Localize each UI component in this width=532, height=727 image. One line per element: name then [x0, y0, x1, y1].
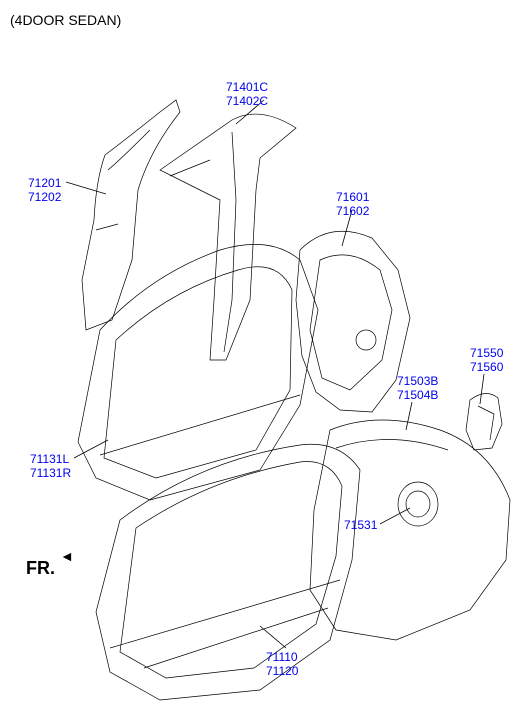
part-number-link[interactable]: 71401C — [226, 80, 268, 94]
part-number-link[interactable]: 71531 — [344, 518, 377, 532]
part-callout-71531: 71531 — [344, 518, 377, 532]
part-number-link[interactable]: 71402C — [226, 94, 268, 108]
part-number-link[interactable]: 71601 — [336, 190, 369, 204]
part-number-link[interactable]: 71120 — [266, 664, 298, 678]
exploded-parts-illustration — [0, 0, 532, 727]
part-number-link[interactable]: 71504B — [397, 388, 438, 402]
part-callout-71503B: 71503B71504B — [397, 374, 438, 403]
part-number-link[interactable]: 71131L — [30, 452, 71, 466]
part-number-link[interactable]: 71131R — [30, 466, 71, 480]
part-callout-71131L: 71131L71131R — [30, 452, 71, 481]
part-number-link[interactable]: 71201 — [28, 176, 61, 190]
diagram-title: (4DOOR SEDAN) — [10, 12, 121, 28]
front-direction-arrow-icon: ◄ — [60, 548, 74, 564]
part-number-link[interactable]: 71602 — [336, 204, 369, 218]
leader-lines — [0, 0, 532, 727]
front-direction-label: FR. — [26, 558, 55, 579]
part-callout-71401C: 71401C71402C — [226, 80, 268, 109]
part-number-link[interactable]: 71550 — [470, 346, 503, 360]
part-callout-71201: 7120171202 — [28, 176, 61, 205]
part-callout-71550: 7155071560 — [470, 346, 503, 375]
part-number-link[interactable]: 71110 — [266, 650, 298, 664]
part-callout-71110: 7111071120 — [266, 650, 298, 679]
part-number-link[interactable]: 71503B — [397, 374, 438, 388]
part-callout-71601: 7160171602 — [336, 190, 369, 219]
part-number-link[interactable]: 71560 — [470, 360, 503, 374]
part-number-link[interactable]: 71202 — [28, 190, 61, 204]
